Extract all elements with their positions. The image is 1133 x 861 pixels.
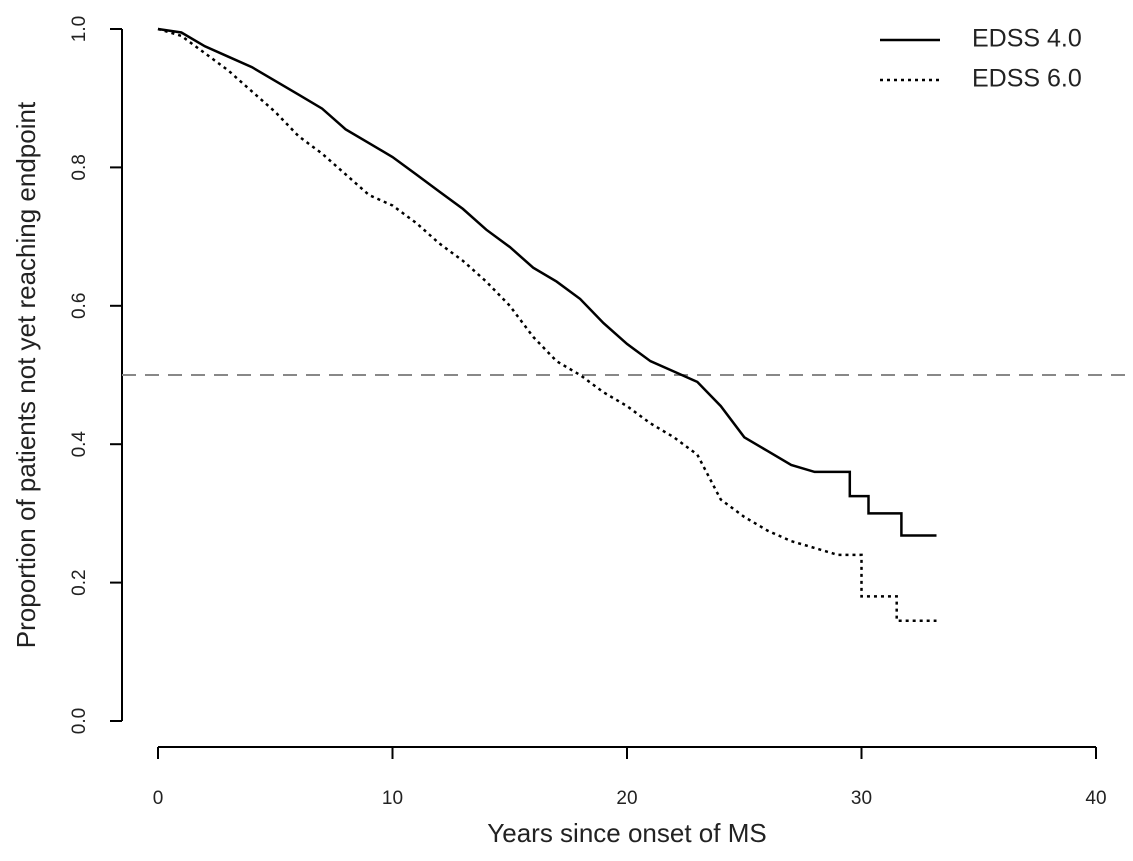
series-line: [157, 27, 937, 537]
y-tick-label: 0.6: [69, 293, 90, 319]
legend-label: EDSS 6.0: [972, 65, 1082, 93]
series-line: [157, 27, 937, 622]
x-tick-label: 30: [851, 788, 872, 809]
x-tick-label: 40: [1085, 788, 1106, 809]
y-tick-label: 1.0: [69, 16, 90, 42]
legend-label: EDSS 4.0: [972, 25, 1082, 53]
x-tick-label: 20: [616, 788, 637, 809]
y-tick-label: 0.4: [69, 431, 90, 458]
y-axis-label: Proportion of patients not yet reaching …: [11, 101, 41, 648]
x-axis-label: Years since onset of MS: [487, 818, 766, 848]
x-tick-label: 0: [153, 788, 164, 809]
y-tick-label: 0.8: [69, 154, 90, 180]
y-tick-label: 0.2: [69, 569, 90, 595]
x-tick-label: 10: [382, 788, 403, 809]
y-tick-label: 0.0: [69, 708, 90, 734]
